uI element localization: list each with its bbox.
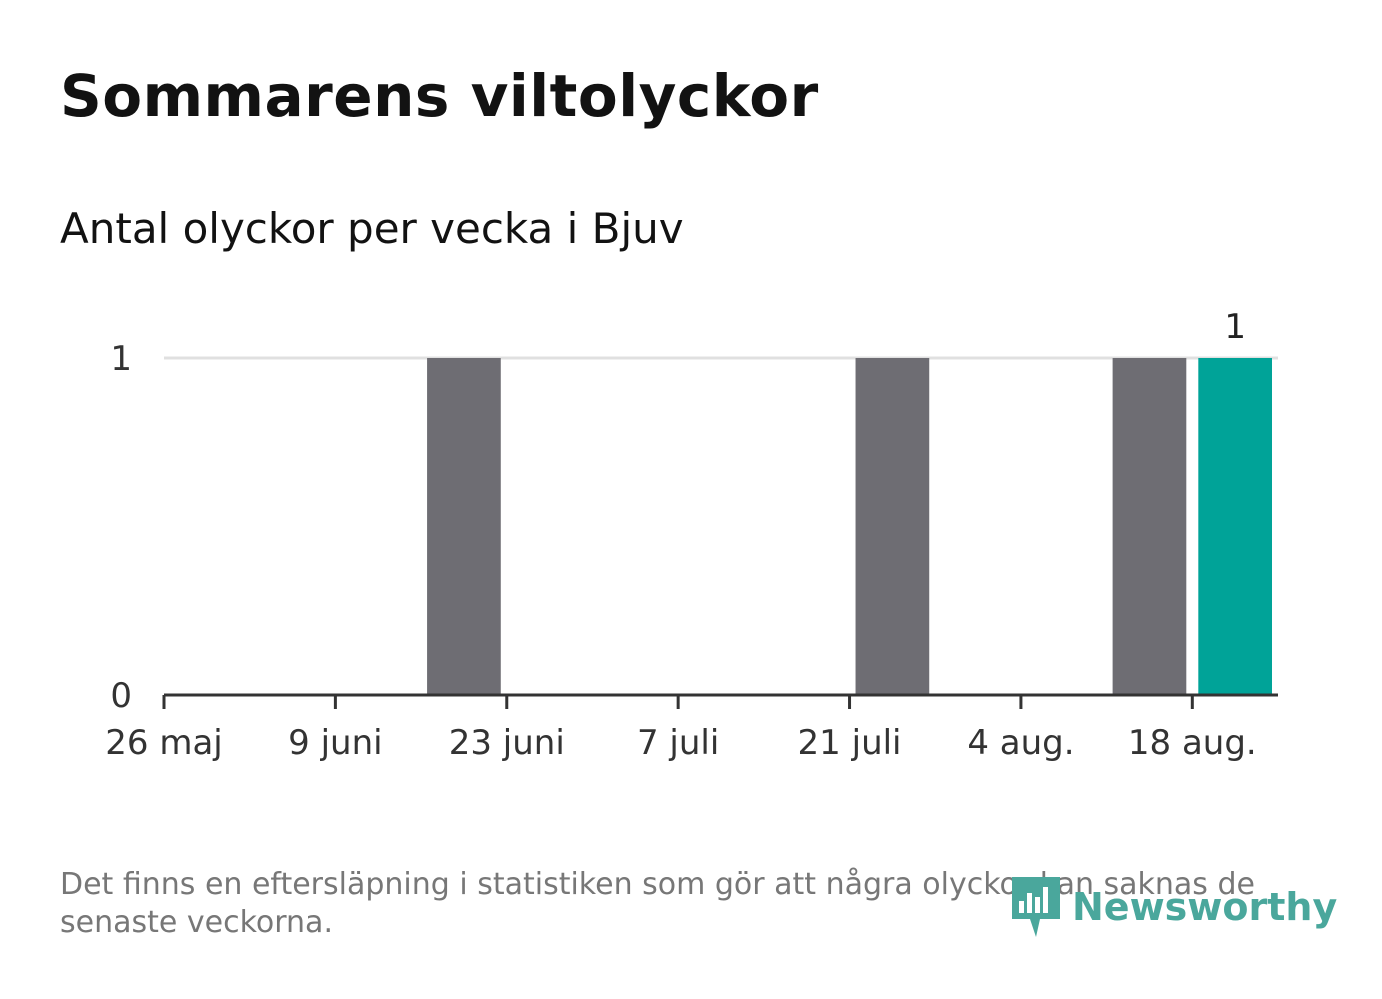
newsworthy-logo: Newsworthy: [1010, 875, 1337, 939]
x-tick-label: 26 maj: [105, 723, 222, 763]
x-tick-label: 23 juni: [449, 723, 565, 763]
bar: [1112, 358, 1187, 695]
x-tick-label: 9 juni: [288, 723, 382, 763]
brand-name: Newsworthy: [1072, 885, 1338, 929]
bar: [427, 358, 501, 695]
chart-subtitle: Antal olyckor per vecka i Bjuv: [60, 204, 684, 253]
y-tick-label: 1: [110, 339, 132, 379]
bar: [855, 358, 930, 695]
x-tick-label: 7 juli: [637, 723, 719, 763]
x-tick-label: 21 juli: [798, 723, 902, 763]
x-tick-label: 4 aug.: [967, 723, 1074, 763]
y-tick-label: 0: [110, 676, 132, 716]
bar-chart-icon: [1012, 877, 1060, 937]
highlight-bar: [1198, 358, 1273, 695]
bar-value-label: 1: [1224, 307, 1246, 347]
x-tick-label: 18 aug.: [1128, 723, 1257, 763]
chart-title: Sommarens viltolyckor: [60, 62, 819, 130]
